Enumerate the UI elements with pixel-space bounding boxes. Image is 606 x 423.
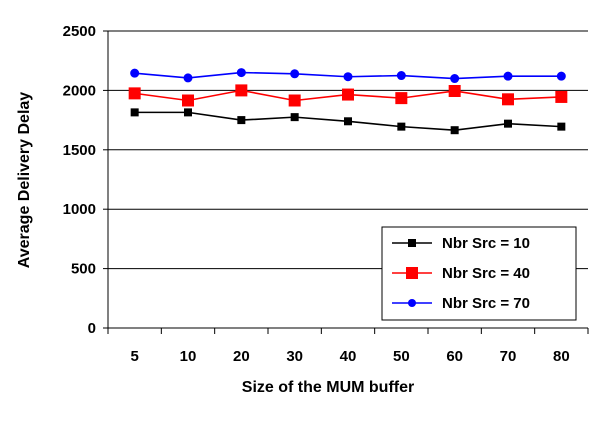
legend-label: Nbr Src = 10	[442, 235, 530, 252]
series-1	[130, 108, 566, 135]
data-point	[397, 122, 406, 131]
legend: Nbr Src = 10 Nbr Src = 40 Nbr Src = 70	[381, 226, 577, 321]
y-tick-labels: 0 500 1000 1500 2000 2500	[63, 23, 96, 337]
data-point	[290, 113, 299, 122]
data-point	[288, 94, 301, 107]
x-tick-labels: 5 10 20 30 40 50 60 70 80	[130, 348, 569, 365]
y-tick-label: 500	[71, 261, 96, 278]
legend-item: Nbr Src = 70	[392, 295, 530, 312]
data-point	[235, 84, 248, 97]
legend-marker	[406, 267, 418, 279]
y-tick-label: 2500	[63, 23, 96, 40]
legend-marker	[408, 239, 416, 247]
data-point	[450, 126, 459, 135]
y-axis-title: Average Delivery Delay	[16, 92, 33, 269]
data-point	[130, 68, 140, 78]
legend-label: Nbr Src = 70	[442, 295, 530, 312]
legend-item: Nbr Src = 40	[392, 265, 530, 282]
x-tick-label: 5	[130, 348, 138, 365]
x-tick-label: 40	[340, 348, 357, 365]
data-point	[182, 94, 194, 107]
series-2	[128, 84, 568, 107]
data-point	[450, 74, 460, 84]
data-point	[183, 73, 193, 83]
legend-item: Nbr Src = 10	[392, 235, 530, 252]
data-point	[503, 71, 513, 81]
data-point	[343, 72, 353, 82]
legend-label: Nbr Src = 40	[442, 265, 530, 282]
data-point	[556, 71, 566, 81]
x-axis-title: Size of the MUM buffer	[242, 379, 414, 396]
x-tick-label: 80	[553, 348, 570, 365]
x-tick-label: 60	[446, 348, 463, 365]
data-point	[557, 122, 566, 131]
data-point	[236, 68, 246, 78]
data-point	[502, 93, 514, 106]
data-point	[344, 117, 352, 126]
x-tick-label: 20	[233, 348, 250, 365]
y-tick-label: 1500	[63, 142, 96, 159]
data-point	[237, 116, 246, 125]
x-tick-label: 10	[180, 348, 197, 365]
y-tick-label: 0	[88, 320, 96, 337]
x-tick-label: 50	[393, 348, 410, 365]
series-group	[128, 68, 568, 135]
data-point	[504, 119, 512, 128]
data-point	[128, 87, 141, 100]
data-point	[130, 108, 139, 117]
legend-marker	[408, 299, 416, 307]
data-point	[290, 69, 300, 79]
y-tick-label: 2000	[63, 82, 96, 99]
data-point	[396, 71, 406, 81]
data-point	[395, 92, 408, 105]
data-point	[184, 108, 192, 117]
x-tick-label: 70	[500, 348, 517, 365]
x-tick-label: 30	[286, 348, 303, 365]
data-point	[342, 88, 354, 101]
axes	[103, 30, 589, 334]
y-tick-label: 1000	[63, 201, 96, 218]
data-point	[555, 90, 568, 103]
data-point	[448, 84, 461, 97]
series-3	[130, 68, 566, 84]
